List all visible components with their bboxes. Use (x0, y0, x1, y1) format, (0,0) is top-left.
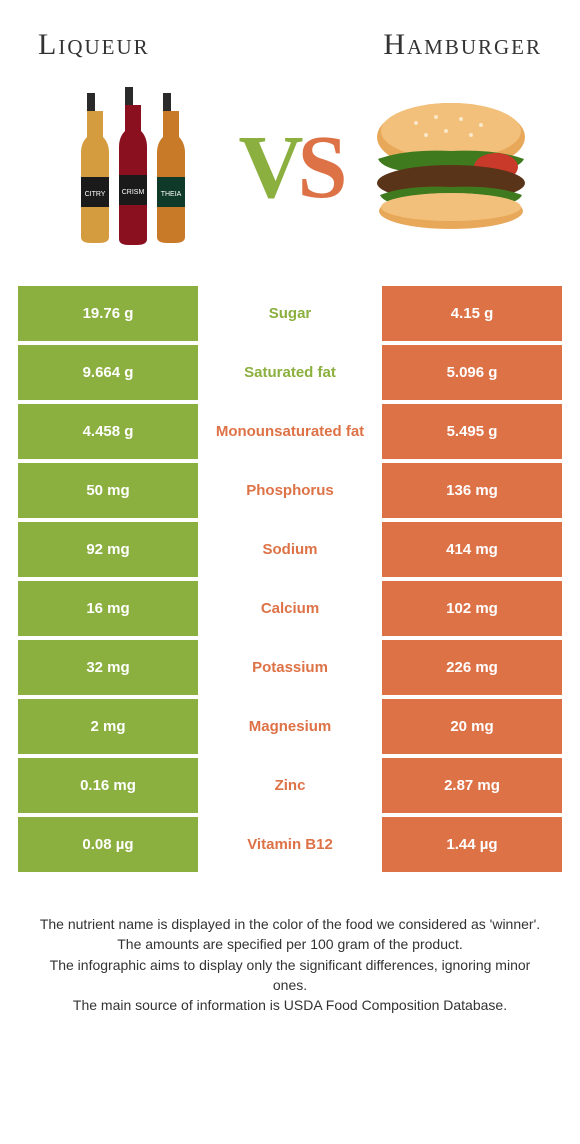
footer-line: The amounts are specified per 100 gram o… (34, 934, 546, 954)
table-row: 19.76 gSugar4.15 g (18, 286, 562, 341)
nutrient-label: Phosphorus (198, 463, 382, 518)
table-row: 2 mgMagnesium20 mg (18, 699, 562, 754)
title-row: Liqueur Hamburger (18, 28, 562, 62)
right-value: 5.495 g (382, 404, 562, 459)
left-value: 92 mg (18, 522, 198, 577)
table-row: 9.664 gSaturated fat5.096 g (18, 345, 562, 400)
left-value: 9.664 g (18, 345, 198, 400)
nutrient-label: Monounsaturated fat (198, 404, 382, 459)
left-value: 16 mg (18, 581, 198, 636)
left-value: 2 mg (18, 699, 198, 754)
svg-text:THEIA: THEIA (161, 191, 182, 198)
left-title: Liqueur (38, 28, 150, 62)
vs-label: VS (238, 116, 341, 219)
right-image (366, 82, 536, 252)
right-value: 226 mg (382, 640, 562, 695)
right-value: 414 mg (382, 522, 562, 577)
left-value: 0.08 µg (18, 817, 198, 872)
nutrient-label: Zinc (198, 758, 382, 813)
right-value: 20 mg (382, 699, 562, 754)
hamburger-icon (366, 97, 536, 237)
nutrient-label: Magnesium (198, 699, 382, 754)
right-value: 5.096 g (382, 345, 562, 400)
vs-s: S (297, 118, 341, 217)
table-row: 0.08 µgVitamin B121.44 µg (18, 817, 562, 872)
table-row: 4.458 gMonounsaturated fat5.495 g (18, 404, 562, 459)
svg-text:CITRY: CITRY (85, 191, 106, 198)
right-value: 102 mg (382, 581, 562, 636)
nutrient-label: Sodium (198, 522, 382, 577)
table-row: 32 mgPotassium226 mg (18, 640, 562, 695)
footer-line: The infographic aims to display only the… (34, 955, 546, 996)
left-value: 19.76 g (18, 286, 198, 341)
nutrient-label: Calcium (198, 581, 382, 636)
left-value: 50 mg (18, 463, 198, 518)
right-value: 136 mg (382, 463, 562, 518)
svg-text:CRISM: CRISM (122, 189, 145, 196)
table-row: 0.16 mgZinc2.87 mg (18, 758, 562, 813)
right-value: 2.87 mg (382, 758, 562, 813)
image-row: CITRY CRISM THEIA VS (18, 82, 562, 252)
table-row: 92 mgSodium414 mg (18, 522, 562, 577)
footer-line: The main source of information is USDA F… (34, 995, 546, 1015)
table-row: 16 mgCalcium102 mg (18, 581, 562, 636)
right-value: 4.15 g (382, 286, 562, 341)
nutrient-label: Vitamin B12 (198, 817, 382, 872)
nutrient-label: Potassium (198, 640, 382, 695)
left-value: 32 mg (18, 640, 198, 695)
table-row: 50 mgPhosphorus136 mg (18, 463, 562, 518)
left-value: 0.16 mg (18, 758, 198, 813)
nutrient-label: Sugar (198, 286, 382, 341)
comparison-table: 19.76 gSugar4.15 g9.664 gSaturated fat5.… (18, 286, 562, 872)
footer-line: The nutrient name is displayed in the co… (34, 914, 546, 934)
left-value: 4.458 g (18, 404, 198, 459)
right-value: 1.44 µg (382, 817, 562, 872)
right-title: Hamburger (383, 28, 542, 62)
nutrient-label: Saturated fat (198, 345, 382, 400)
left-image: CITRY CRISM THEIA (44, 82, 214, 252)
vs-v: V (238, 118, 297, 217)
liqueur-icon: CITRY CRISM THEIA (69, 87, 189, 247)
footer-notes: The nutrient name is displayed in the co… (18, 914, 562, 1015)
